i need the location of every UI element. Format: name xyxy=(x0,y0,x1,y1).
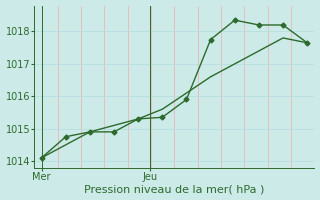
X-axis label: Pression niveau de la mer( hPa ): Pression niveau de la mer( hPa ) xyxy=(84,184,265,194)
